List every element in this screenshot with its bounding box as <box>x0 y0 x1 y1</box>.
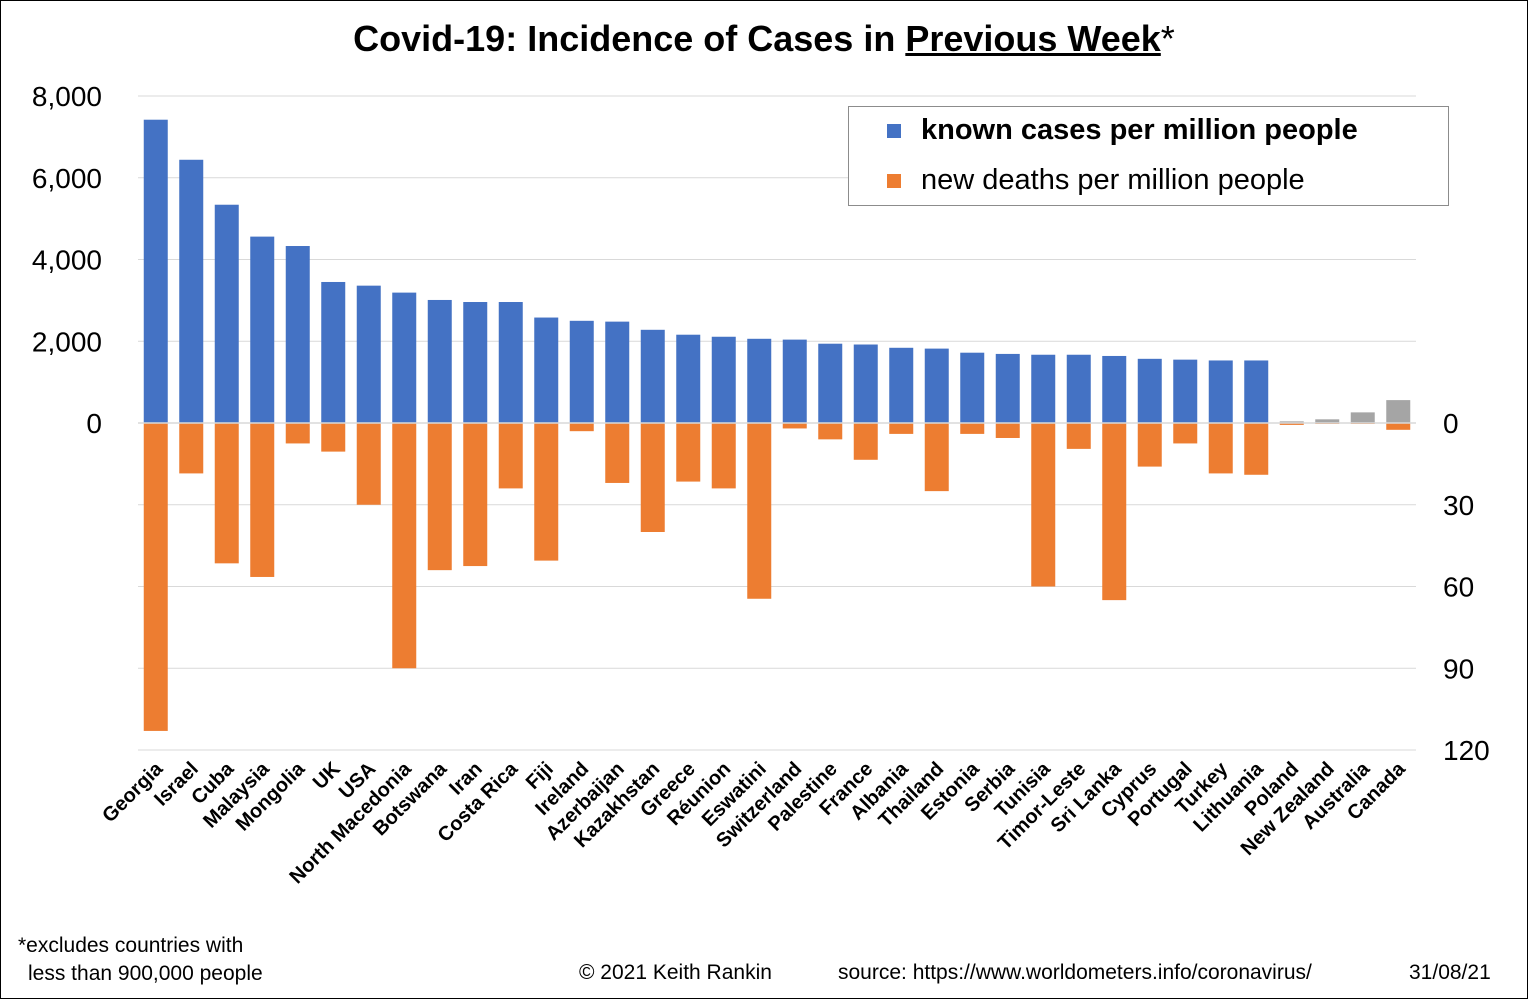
right-axis-tick-label: 30 <box>1443 490 1474 521</box>
cases-bar <box>1173 359 1198 423</box>
title-emphasis: Previous Week <box>905 18 1161 59</box>
deaths-bar <box>498 423 523 489</box>
footnote-line-2: less than 900,000 people <box>28 962 263 985</box>
cases-bar <box>640 329 665 423</box>
cases-bar <box>427 299 452 423</box>
cases-bar <box>179 159 204 423</box>
cases-bar <box>569 320 594 423</box>
cases-bar <box>711 336 736 423</box>
legend: known cases per million people new death… <box>848 106 1449 206</box>
cases-bar <box>1244 360 1269 423</box>
left-axis-tick-label: 8,000 <box>32 81 102 112</box>
cases-bar <box>534 317 559 423</box>
cases-bar <box>1279 421 1304 423</box>
deaths-bar <box>676 423 701 482</box>
bars <box>143 119 1411 731</box>
cases-bar <box>818 343 843 423</box>
deaths-bar <box>1066 423 1091 449</box>
cases-bar <box>747 338 772 423</box>
legend-swatch-cases <box>887 124 901 138</box>
deaths-bar <box>747 423 772 599</box>
deaths-bar <box>463 423 488 567</box>
cases-bar <box>995 353 1020 423</box>
left-axis-tick-label: 2,000 <box>32 326 102 357</box>
deaths-bar <box>1244 423 1269 475</box>
cases-bar <box>1066 354 1091 423</box>
deaths-bar <box>534 423 559 561</box>
cases-bar <box>1102 355 1127 423</box>
deaths-bar <box>1386 423 1411 430</box>
cases-bar <box>853 344 878 423</box>
deaths-bar <box>1208 423 1233 474</box>
legend-swatch-deaths <box>887 174 901 188</box>
deaths-bar <box>285 423 310 444</box>
deaths-bar <box>392 423 417 669</box>
cases-bar <box>285 246 310 423</box>
right-axis-tick-label: 0 <box>1443 408 1459 439</box>
deaths-bar <box>1031 423 1056 587</box>
deaths-bar <box>143 423 168 731</box>
deaths-bar <box>995 423 1020 438</box>
cases-bar <box>321 281 346 423</box>
deaths-bar <box>1279 423 1304 425</box>
chart-title: Covid-19: Incidence of Cases in Previous… <box>0 18 1528 60</box>
deaths-bar <box>321 423 346 452</box>
deaths-bar <box>782 423 807 429</box>
footnote-line-1: *excludes countries with <box>18 934 244 957</box>
deaths-bar <box>1102 423 1127 601</box>
cases-bar <box>392 292 417 423</box>
cases-bar <box>463 302 488 423</box>
deaths-bar <box>214 423 239 564</box>
cases-bar <box>143 119 168 424</box>
deaths-bar <box>924 423 949 492</box>
cases-bar <box>1137 358 1162 423</box>
cases-bar <box>676 334 701 423</box>
cases-bar <box>605 321 630 423</box>
right-axis-tick-label: 60 <box>1443 572 1474 603</box>
cases-bar <box>498 302 523 423</box>
tick-labels: 8,000 6,000 4,000 2,000 0 0 30 60 90 120 <box>32 81 1490 766</box>
deaths-bar <box>605 423 630 483</box>
cases-bar <box>250 236 275 423</box>
right-axis-tick-label: 90 <box>1443 653 1474 684</box>
cases-bar <box>1315 419 1340 423</box>
deaths-bar <box>1173 423 1198 444</box>
cases-bar <box>214 204 239 423</box>
title-asterisk: * <box>1160 18 1175 59</box>
copyright-text: © 2021 Keith Rankin <box>579 961 772 984</box>
deaths-bar <box>818 423 843 440</box>
source-text: source: https://www.worldometers.info/co… <box>838 961 1312 984</box>
deaths-bar <box>853 423 878 460</box>
deaths-bar <box>569 423 594 432</box>
deaths-bar <box>179 423 204 474</box>
cases-bar <box>960 352 985 423</box>
deaths-bar <box>1137 423 1162 467</box>
right-axis-tick-label: 120 <box>1443 735 1490 766</box>
cases-bar <box>356 285 381 423</box>
cases-bar <box>1350 412 1375 423</box>
date-text: 31/08/21 <box>1409 961 1491 984</box>
cases-bar <box>782 339 807 423</box>
deaths-bar <box>960 423 985 434</box>
deaths-bar <box>640 423 665 532</box>
legend-label-deaths: new deaths per million people <box>921 164 1305 196</box>
cases-bar <box>924 348 949 423</box>
axes <box>138 422 1416 751</box>
cases-bar <box>1386 400 1411 423</box>
deaths-bar <box>889 423 914 434</box>
cases-bar <box>1031 354 1056 423</box>
left-axis-tick-label: 6,000 <box>32 163 102 194</box>
cases-bar <box>889 347 914 423</box>
left-axis-tick-label: 4,000 <box>32 245 102 276</box>
title-main: Covid-19: Incidence of Cases in <box>353 18 906 59</box>
deaths-bar <box>427 423 452 571</box>
left-axis-tick-label: 0 <box>86 408 102 439</box>
legend-label-cases: known cases per million people <box>921 114 1358 146</box>
deaths-bar <box>250 423 275 577</box>
deaths-bar <box>356 423 381 505</box>
deaths-bar <box>711 423 736 489</box>
cases-bar <box>1208 360 1233 423</box>
